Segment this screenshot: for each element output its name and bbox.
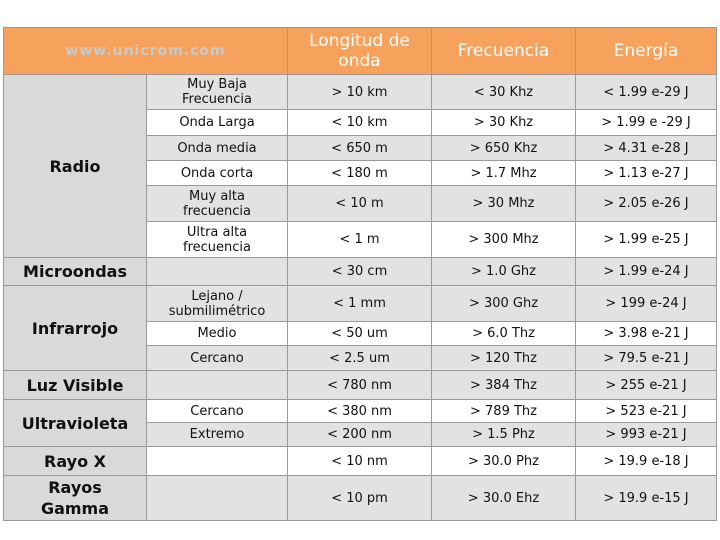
- subcategory-cell: [147, 258, 287, 285]
- frecuencia-cell: > 1.5 Phz: [432, 423, 575, 446]
- longitud-cell: < 10 km: [288, 110, 431, 135]
- energia-cell: > 1.99 e-24 J: [576, 258, 716, 285]
- energia-cell: > 523 e-21 J: [576, 400, 716, 422]
- energia-cell: < 1.99 e-29 J: [576, 75, 716, 109]
- longitud-cell: < 380 nm: [288, 400, 431, 422]
- frecuencia-cell: > 30.0 Ehz: [432, 476, 575, 520]
- frecuencia-cell: > 30 Mhz: [432, 186, 575, 221]
- frecuencia-cell: > 300 Mhz: [432, 222, 575, 257]
- longitud-cell: < 1 m: [288, 222, 431, 257]
- site-logo: www.unicrom.com: [4, 28, 287, 74]
- category-rayos-gamma: Rayos Gamma: [4, 476, 146, 520]
- energia-cell: > 3.98 e-21 J: [576, 322, 716, 345]
- energia-cell: > 255 e-21 J: [576, 371, 716, 399]
- longitud-cell: < 1 mm: [288, 286, 431, 321]
- category-radio: Radio: [4, 75, 146, 257]
- category-ultravioleta: Ultravioleta: [4, 400, 146, 446]
- frecuencia-cell: > 300 Ghz: [432, 286, 575, 321]
- longitud-cell: < 10 m: [288, 186, 431, 221]
- longitud-cell: < 780 nm: [288, 371, 431, 399]
- header-frecuencia: Frecuencia: [432, 28, 575, 74]
- header-energia: Energía: [576, 28, 716, 74]
- frecuencia-cell: > 384 Thz: [432, 371, 575, 399]
- longitud-cell: < 50 um: [288, 322, 431, 345]
- category-infrarrojo: Infrarrojo: [4, 286, 146, 370]
- subcategory-cell: [147, 447, 287, 475]
- energia-cell: > 199 e-24 J: [576, 286, 716, 321]
- frecuencia-cell: > 1.0 Ghz: [432, 258, 575, 285]
- subcategory-cell: Onda Larga: [147, 110, 287, 135]
- frecuencia-cell: > 1.7 Mhz: [432, 161, 575, 185]
- longitud-cell: < 200 nm: [288, 423, 431, 446]
- frecuencia-cell: > 6.0 Thz: [432, 322, 575, 345]
- energia-cell: > 79.5 e-21 J: [576, 346, 716, 370]
- energia-cell: > 1.99 e -29 J: [576, 110, 716, 135]
- longitud-cell: > 10 km: [288, 75, 431, 109]
- subcategory-cell: Cercano: [147, 400, 287, 422]
- energia-cell: > 19.9 e-15 J: [576, 476, 716, 520]
- longitud-cell: < 10 pm: [288, 476, 431, 520]
- frecuencia-cell: > 30.0 Phz: [432, 447, 575, 475]
- longitud-cell: < 10 nm: [288, 447, 431, 475]
- frecuencia-cell: > 30 Khz: [432, 110, 575, 135]
- subcategory-cell: Onda media: [147, 136, 287, 160]
- subcategory-cell: Muy alta frecuencia: [147, 186, 287, 221]
- energia-cell: > 4.31 e-28 J: [576, 136, 716, 160]
- longitud-cell: < 2.5 um: [288, 346, 431, 370]
- subcategory-cell: Medio: [147, 322, 287, 345]
- subcategory-cell: Extremo: [147, 423, 287, 446]
- longitud-cell: < 650 m: [288, 136, 431, 160]
- category-luz-visible: Luz Visible: [4, 371, 146, 399]
- longitud-cell: < 180 m: [288, 161, 431, 185]
- subcategory-cell: [147, 476, 287, 520]
- energia-cell: > 1.13 e-27 J: [576, 161, 716, 185]
- frecuencia-cell: > 120 Thz: [432, 346, 575, 370]
- energia-cell: > 19.9 e-18 J: [576, 447, 716, 475]
- frecuencia-cell: > 789 Thz: [432, 400, 575, 422]
- frecuencia-cell: > 650 Khz: [432, 136, 575, 160]
- longitud-cell: < 30 cm: [288, 258, 431, 285]
- energia-cell: > 2.05 e-26 J: [576, 186, 716, 221]
- subcategory-cell: Onda corta: [147, 161, 287, 185]
- subcategory-cell: Muy Baja Frecuencia: [147, 75, 287, 109]
- subcategory-cell: Cercano: [147, 346, 287, 370]
- category-rayo-x: Rayo X: [4, 447, 146, 475]
- subcategory-cell: Ultra alta frecuencia: [147, 222, 287, 257]
- energia-cell: > 993 e-21 J: [576, 423, 716, 446]
- frecuencia-cell: < 30 Khz: [432, 75, 575, 109]
- energia-cell: > 1.99 e-25 J: [576, 222, 716, 257]
- subcategory-cell: Lejano / submilimétrico: [147, 286, 287, 321]
- header-longitud: Longitud de onda: [288, 28, 431, 74]
- subcategory-cell: [147, 371, 287, 399]
- category-microondas: Microondas: [4, 258, 146, 285]
